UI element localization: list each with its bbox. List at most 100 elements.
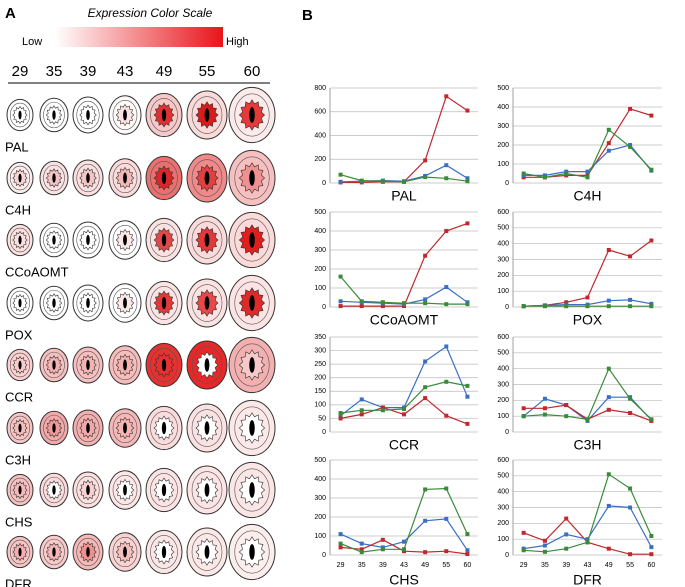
cell-pith: [18, 485, 22, 495]
cell-ring: [43, 164, 65, 192]
point: [628, 396, 633, 401]
point: [606, 503, 611, 508]
cell-pith: [161, 233, 167, 247]
cell-pith: [18, 423, 22, 433]
point: [542, 396, 547, 401]
y-tick-label: 100: [497, 161, 509, 168]
point: [338, 274, 343, 279]
cell-pith: [123, 546, 127, 558]
y-tick-label: 400: [497, 489, 509, 496]
stage-label: 55: [199, 63, 216, 80]
gene-label: DFR: [5, 576, 32, 587]
cell-ring: [43, 351, 65, 379]
x-tick-label: 35: [541, 562, 549, 569]
cell-ring: [150, 348, 178, 382]
stage-label: 29: [12, 63, 29, 80]
y-tick-label: 0: [322, 180, 326, 187]
cell-pith: [161, 296, 167, 310]
point: [444, 94, 449, 99]
y-tick-label: 200: [497, 520, 509, 527]
cell-ring: [76, 163, 100, 193]
point: [338, 541, 343, 546]
cell-ring: [191, 284, 223, 322]
cell-pith: [52, 547, 56, 557]
cell-ring: [112, 99, 138, 131]
cell-pith: [18, 235, 22, 245]
point: [444, 413, 449, 418]
point: [465, 383, 470, 388]
point: [444, 344, 449, 349]
point: [338, 532, 343, 537]
point: [606, 395, 611, 400]
cell-pith: [204, 358, 210, 372]
x-tick-label: 43: [584, 562, 592, 569]
y-tick-label: 500: [314, 209, 326, 216]
cell-pith: [123, 484, 127, 496]
x-tick-label: 39: [562, 562, 570, 569]
y-tick-label: 800: [314, 85, 326, 92]
x-tick-label: 39: [379, 562, 387, 569]
y-tick-label: 0: [505, 304, 509, 311]
point: [423, 297, 428, 302]
y-tick-label: 100: [497, 413, 509, 420]
point: [606, 407, 611, 412]
cell-ring: [43, 538, 65, 566]
point: [628, 505, 633, 510]
gene-label: CCoAOMT: [370, 312, 439, 328]
y-tick-label: 300: [314, 347, 326, 354]
cell-ring: [150, 535, 178, 569]
point: [564, 304, 569, 309]
point: [402, 539, 406, 544]
cell-pith: [52, 423, 56, 433]
point: [564, 516, 569, 521]
point: [628, 304, 633, 309]
point: [465, 548, 470, 553]
cell-pith: [18, 173, 22, 183]
point: [585, 304, 590, 309]
point: [628, 411, 633, 415]
point: [444, 302, 449, 307]
cell-ring: [9, 415, 31, 441]
cell-ring: [234, 530, 270, 574]
point: [585, 295, 590, 300]
point: [628, 297, 633, 302]
series-line: [340, 95, 468, 183]
cell-ring: [234, 406, 270, 450]
point: [423, 301, 428, 306]
y-tick-label: 200: [314, 514, 326, 521]
cell-pith: [52, 360, 56, 370]
y-tick-label: 0: [322, 429, 326, 436]
point: [444, 229, 449, 233]
cell-pith: [123, 359, 127, 371]
y-tick-label: 500: [497, 225, 509, 232]
point: [359, 408, 364, 413]
cell-pith: [52, 485, 56, 495]
x-tick-label: 43: [400, 562, 408, 569]
cell-ring: [191, 159, 223, 197]
y-tick-label: 200: [314, 156, 326, 163]
point: [628, 144, 633, 149]
y-tick-label: 500: [497, 473, 509, 480]
series-line: [340, 276, 468, 305]
gene-label: CCoAOMT: [5, 264, 69, 279]
cell-pith: [86, 484, 90, 496]
point: [359, 397, 364, 402]
cell-ring: [234, 281, 270, 325]
point: [359, 299, 364, 304]
cell-pith: [86, 297, 90, 309]
cell-pith: [249, 295, 255, 311]
point: [606, 148, 611, 153]
point: [338, 304, 343, 309]
cell-pith: [249, 482, 255, 498]
cell-ring: [9, 352, 31, 378]
x-tick-label: 49: [605, 562, 613, 569]
point: [649, 304, 654, 309]
cell-ring: [43, 226, 65, 254]
point: [585, 417, 590, 422]
y-tick-label: 400: [314, 476, 326, 483]
y-tick-label: 200: [497, 397, 509, 404]
x-tick-label: 60: [647, 562, 655, 569]
point: [521, 414, 526, 419]
cell-pith: [123, 109, 127, 121]
cell-ring: [112, 412, 138, 444]
